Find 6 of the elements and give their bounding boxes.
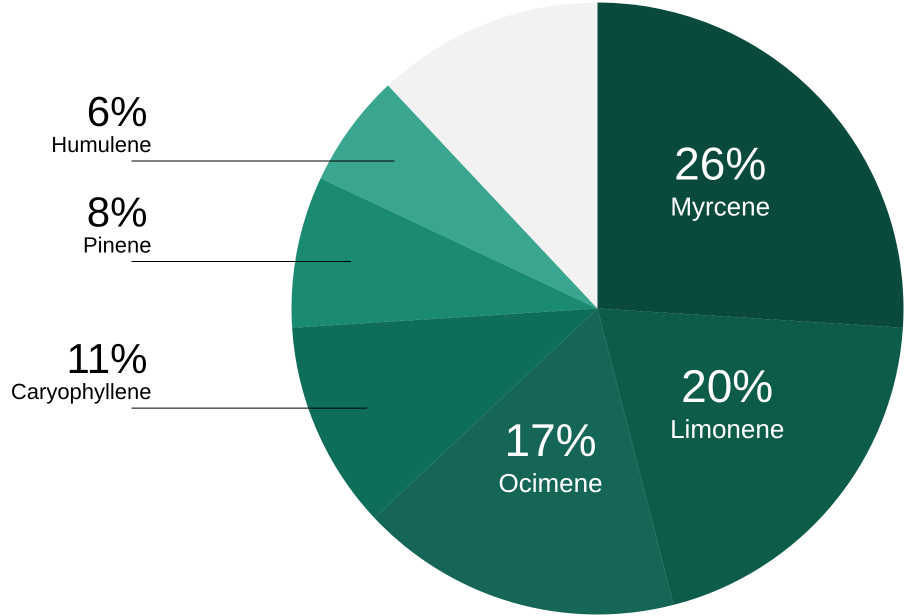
- slice-label: Ocimene: [498, 468, 603, 498]
- data-label: 26%: [674, 137, 766, 190]
- slice-label: Myrcene: [670, 191, 770, 222]
- slice-label: Limonene: [670, 414, 784, 444]
- data-label: 17%: [504, 414, 597, 466]
- data-label: 20%: [681, 360, 774, 412]
